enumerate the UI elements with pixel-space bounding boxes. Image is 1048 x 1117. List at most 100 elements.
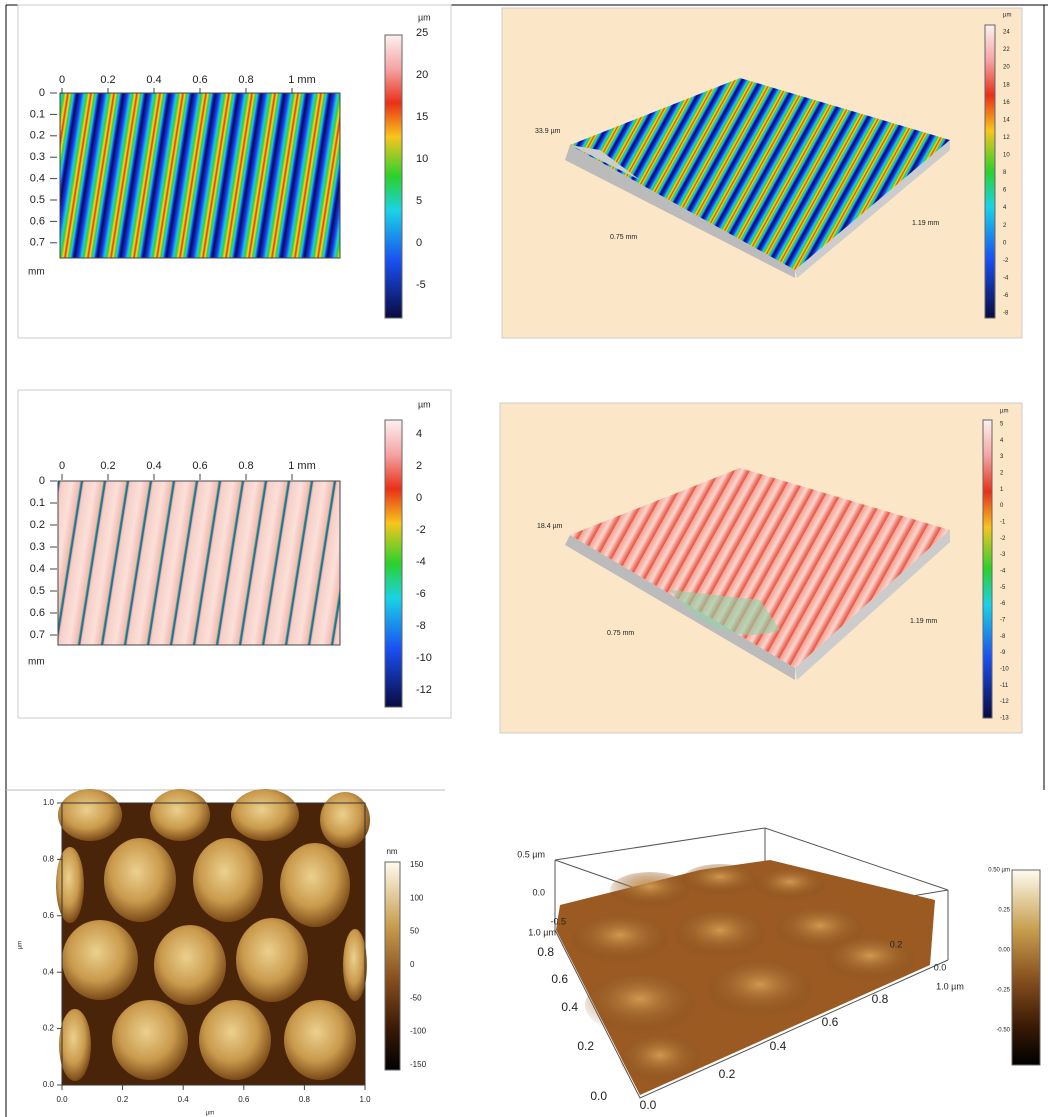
label: 25 [416,27,428,39]
label: µm [18,941,24,949]
label: 0.8 [299,1095,311,1104]
label: 22 [1003,47,1010,53]
colorbar [983,420,992,718]
label: -4 [416,556,426,568]
colorbar [385,420,402,707]
label: nm [386,847,397,856]
label: -8 [416,620,426,632]
label: 0.1 [30,497,45,509]
label: 150 [410,860,424,869]
label: 0.4 [770,1039,787,1053]
label: 0.8 [872,992,889,1006]
label: 0.6 [238,1095,250,1104]
label: 0 [416,237,422,249]
label: 0.2 [43,1024,55,1033]
colorbar [385,35,402,318]
label: -10 [416,652,432,664]
label: 20 [416,69,428,81]
label: 0.8 [238,74,253,86]
label: 0.75 mm [610,234,637,241]
label: -12 [1000,699,1009,705]
figure: 0 0.2 0.4 0.6 0.8 1 mm 0 0.1 0.2 0.3 0.4 0.5 0.6 0.7 m… [0,0,1048,1117]
label: 0.2 [100,460,115,472]
label: 0.6 [822,1015,839,1029]
label: 0.6 [30,607,45,619]
label: 1.19 mm [910,618,937,625]
label: µm [418,12,431,22]
label: 0.2 [117,1095,129,1104]
label: 0.6 [192,74,207,86]
label: -6 [416,588,426,600]
label: 0.7 [30,629,45,641]
label: 0 [59,460,65,472]
label: 1.0 [43,798,55,807]
label: 0.8 [537,945,554,959]
label: mm [28,267,45,278]
label: 50 [410,927,419,936]
label: 0.6 [43,911,55,920]
label: -2 [416,524,426,536]
label: 1 mm [288,460,316,472]
label: µm [418,399,431,409]
label: 0.6 [30,215,45,227]
label: -0.5 [550,916,566,926]
label: 0.1 [30,108,45,120]
label: 0 [39,475,45,487]
label: 18.4 µm [537,523,563,530]
label: -3 [1000,552,1006,558]
label: 0 [416,492,422,504]
label: 0.4 [43,967,55,976]
label: 1 mm [288,74,316,86]
height-map [60,93,340,258]
label: µm [206,1111,214,1117]
label: 0.3 [30,151,45,163]
label: 0 [59,74,65,86]
label: 16 [1003,100,1010,106]
label: 4 [416,428,422,440]
label: 0.00 [998,948,1010,954]
height-map [58,481,340,645]
label: -11 [1000,683,1009,689]
label: -2 [1003,258,1009,264]
label: 0.2 [30,519,45,531]
colorbar [1012,870,1040,1065]
label: -5 [1000,585,1006,591]
label: 5 [416,195,422,207]
label: -150 [410,1060,427,1069]
label: -100 [410,1027,427,1036]
label: 0.8 [43,855,55,864]
label: 1.0 [359,1095,371,1104]
label: 15 [416,111,428,123]
label: 12 [1003,135,1010,141]
label: -13 [1000,716,1009,722]
label: -2 [1000,536,1006,542]
label: 18 [1003,82,1010,88]
label: 0.4 [30,563,45,575]
colorbar [385,862,400,1070]
label: 0.0 [590,1089,607,1103]
label: 0.4 [146,460,161,472]
label: 0.2 [30,130,45,142]
label: 0.7 [30,237,45,249]
label: 14 [1003,117,1010,123]
colorbar [985,25,995,318]
label: 0.75 mm [607,630,634,637]
label: 0.25 [998,908,1010,914]
label: -0.25 [996,988,1010,994]
label: mm [28,657,45,668]
label: -50 [410,993,422,1002]
label: 1.19 mm [912,220,939,227]
label: 0.50 µm [988,868,1010,874]
label: 0.6 [192,460,207,472]
label: 24 [1003,30,1010,36]
label: -0.50 [996,1028,1010,1034]
label: -9 [1000,650,1006,656]
label: -4 [1000,569,1006,575]
label: -8 [1000,634,1006,640]
label: 0.6 [551,972,568,986]
label: 0.5 [30,194,45,206]
label: 0.4 [30,173,45,185]
label: 0.5 µm [517,849,545,859]
label: 33.9 µm [535,128,561,135]
label: 0.4 [561,1000,578,1014]
